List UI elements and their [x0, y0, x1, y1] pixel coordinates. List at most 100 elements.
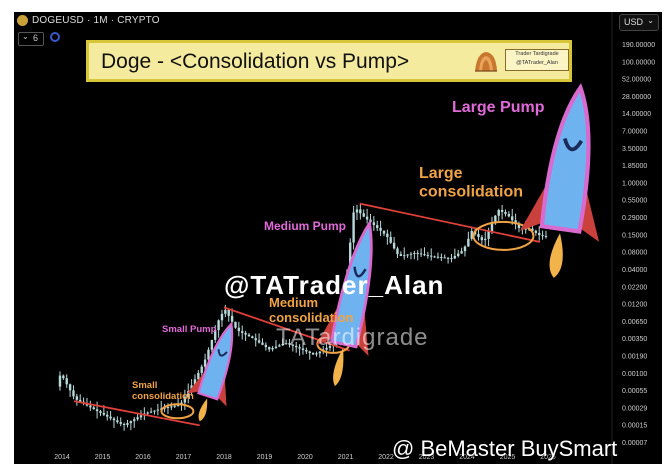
candle: [241, 331, 244, 333]
candle: [170, 406, 173, 408]
candle: [433, 256, 436, 258]
chevron-down-icon: ⌄: [647, 16, 654, 25]
candle: [224, 309, 227, 314]
candle: [419, 253, 423, 255]
indicator-count: 6: [33, 33, 39, 43]
candle: [416, 252, 419, 254]
candle: [72, 390, 75, 397]
candle: [379, 227, 382, 231]
candle: [119, 422, 122, 424]
candle: [116, 420, 119, 423]
candle: [244, 332, 247, 335]
medium-pump-rocket: [316, 219, 373, 387]
candle: [301, 348, 305, 350]
y-tick-label: 0.00350: [622, 336, 647, 343]
candle: [507, 213, 511, 217]
x-tick-label: 2025: [500, 454, 516, 461]
candle: [318, 351, 322, 354]
annotation-label: Small Pump: [162, 324, 217, 335]
candle: [62, 375, 65, 379]
candle: [176, 405, 180, 407]
candle: [75, 396, 79, 400]
y-tick-label: 3.50000: [622, 146, 647, 153]
price-chart[interactable]: 190.00000 100.00000 52.00000 28.00000 14.000…: [14, 12, 662, 464]
candle: [403, 255, 406, 257]
rocket-body: [197, 321, 234, 401]
candle: [517, 224, 521, 229]
globe-icon[interactable]: [50, 32, 60, 42]
candle: [352, 212, 355, 243]
candle: [497, 209, 500, 216]
rocket-body: [329, 219, 373, 349]
y-tick-label: 0.29000: [622, 215, 647, 222]
x-tick-label: 2021: [338, 454, 354, 461]
candle: [264, 344, 268, 348]
candle: [149, 411, 153, 413]
candle: [183, 396, 187, 403]
candle: [257, 340, 261, 343]
candle: [538, 232, 541, 236]
candle: [85, 403, 89, 406]
candle: [227, 309, 230, 316]
candle: [413, 252, 416, 254]
candle: [362, 213, 365, 217]
candle: [214, 330, 217, 340]
annotation-label: consolidation: [419, 183, 523, 200]
y-tick-label: 1.85000: [622, 163, 647, 170]
candle: [531, 228, 534, 231]
y-tick-label: 52.00000: [622, 77, 651, 84]
candle: [423, 254, 426, 256]
indicator-toggle[interactable]: ⌄ 6: [18, 32, 44, 46]
candle: [315, 353, 318, 355]
candle: [305, 349, 308, 352]
candle: [480, 237, 484, 241]
annotation-label: Medium: [269, 295, 318, 310]
candle: [392, 242, 396, 249]
x-tick-label: 2022: [378, 454, 394, 461]
candle: [68, 384, 72, 391]
x-tick-label: 2024: [459, 454, 475, 461]
symbol-label[interactable]: DOGEUSD · 1M · CRYPTO: [32, 15, 160, 26]
y-tick-label: 0.00100: [622, 371, 647, 378]
y-tick-label: 0.55000: [622, 198, 647, 205]
candle: [541, 235, 544, 237]
candle: [122, 423, 126, 425]
y-tick-label: 7.00000: [622, 129, 647, 136]
candle: [295, 345, 298, 348]
candle: [504, 211, 507, 214]
candle: [146, 412, 149, 414]
candle: [92, 407, 95, 410]
rocket-body: [539, 83, 591, 234]
candle: [386, 233, 389, 238]
candle: [102, 412, 106, 415]
candle: [156, 409, 160, 411]
candle: [95, 409, 99, 412]
consolidation-ellipse: [472, 220, 535, 251]
currency-select[interactable]: USD ⌄: [619, 14, 659, 31]
candle: [396, 248, 399, 255]
candle: [65, 378, 68, 385]
candle: [288, 343, 291, 345]
candle: [467, 238, 470, 247]
candle: [500, 209, 504, 212]
candle: [328, 346, 332, 348]
candle: [197, 372, 200, 380]
candle: [355, 209, 359, 213]
chart-toolbar: DOGEUSD · 1M · CRYPTO: [14, 12, 614, 32]
candle: [406, 254, 409, 256]
candle: [389, 237, 392, 243]
candle: [237, 327, 241, 332]
title-banner: Doge - <Consolidation vs Pump> Trader Ta…: [86, 40, 572, 82]
y-tick-label: 0.00055: [622, 388, 647, 395]
candle: [173, 405, 176, 407]
candle: [271, 348, 274, 350]
candle: [470, 231, 473, 239]
y-tick-label: 0.15000: [622, 232, 647, 239]
candle: [247, 334, 251, 337]
y-tick-label: 14.00000: [622, 111, 651, 118]
candle: [382, 230, 386, 234]
x-tick-label: 2019: [257, 454, 273, 461]
candle: [372, 222, 376, 226]
y-tick-label: 0.02200: [622, 284, 647, 291]
candle: [463, 246, 467, 252]
